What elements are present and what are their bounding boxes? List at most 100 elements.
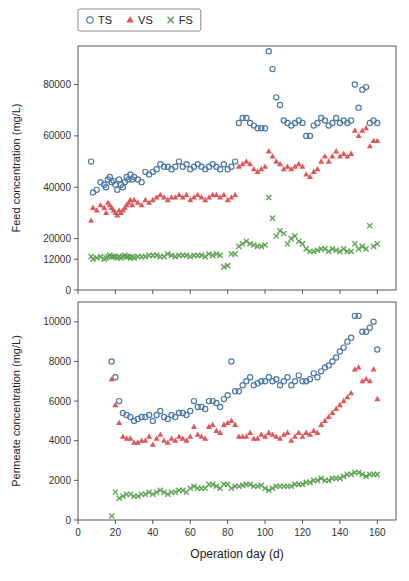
point [117, 177, 122, 182]
y-tick [74, 401, 78, 402]
point [315, 375, 320, 380]
point [129, 202, 135, 207]
point [258, 432, 264, 437]
point [367, 143, 373, 148]
point [146, 412, 151, 417]
point [300, 120, 305, 125]
series [109, 364, 381, 447]
point [157, 192, 163, 197]
point [188, 408, 193, 413]
y-tick-label: 0 [65, 285, 71, 296]
x-tick [302, 520, 303, 524]
y-tick [74, 187, 78, 188]
point [363, 84, 368, 89]
plot: 0204060801001201401600200040006000800010… [10, 302, 396, 561]
point [367, 223, 372, 228]
point [270, 153, 276, 158]
point [300, 241, 305, 246]
point [157, 432, 163, 437]
point [154, 167, 159, 172]
point [274, 95, 279, 100]
point [371, 366, 377, 371]
point [326, 158, 332, 163]
plot-frame [78, 302, 396, 520]
point [303, 171, 309, 176]
point [270, 215, 275, 220]
y-tick [74, 259, 78, 260]
point [371, 319, 376, 324]
legend-label: VS [138, 14, 153, 26]
point [270, 432, 276, 437]
y-tick-label: 4000 [49, 435, 72, 446]
point [375, 241, 380, 246]
y-tick-label: 6000 [49, 396, 72, 407]
point [341, 151, 347, 156]
point [213, 192, 219, 197]
point [218, 167, 223, 172]
y-tick-label: 0 [65, 515, 71, 526]
point [296, 373, 301, 378]
y-axis-label: Feed concentration (mg/L) [10, 103, 22, 232]
point [277, 102, 282, 107]
point [221, 162, 226, 167]
point [375, 347, 380, 352]
point [184, 162, 189, 167]
point [334, 355, 339, 360]
point [191, 398, 196, 403]
point [135, 199, 141, 204]
legend: TSVSFS [78, 9, 201, 31]
point [195, 432, 201, 437]
point [94, 187, 99, 192]
point [103, 185, 108, 190]
y-tick [74, 135, 78, 136]
point [262, 126, 267, 131]
point [127, 435, 133, 440]
point [109, 513, 114, 518]
point [88, 159, 93, 164]
point [363, 246, 368, 251]
point [117, 398, 122, 403]
x-tick-label: 160 [369, 527, 386, 538]
series [88, 125, 380, 223]
point [161, 437, 167, 442]
point [266, 430, 272, 435]
point [94, 207, 100, 212]
point [314, 166, 320, 171]
points [88, 49, 380, 270]
x-tick [190, 520, 191, 524]
point [334, 115, 339, 120]
x-tick [115, 290, 116, 294]
point [213, 428, 219, 433]
y-tick [74, 361, 78, 362]
points [109, 313, 381, 518]
point [120, 434, 126, 439]
x-tick [78, 290, 79, 294]
point [233, 159, 238, 164]
point [277, 161, 283, 166]
x-axis-label: Operation day (d) [190, 547, 283, 561]
x-tick [152, 290, 153, 294]
point [115, 187, 120, 192]
legend-frame [78, 9, 201, 31]
x-tick-label: 60 [185, 527, 197, 538]
point [158, 408, 163, 413]
point [356, 364, 362, 369]
point [236, 120, 241, 125]
point [109, 376, 115, 381]
point [232, 422, 238, 427]
point [229, 359, 234, 364]
point [184, 192, 190, 197]
y-tick-label: 2000 [49, 475, 72, 486]
point [228, 418, 234, 423]
point [348, 390, 354, 395]
x-tick [227, 290, 228, 294]
point [296, 430, 302, 435]
point [225, 263, 230, 268]
x-tick-label: 0 [75, 527, 81, 538]
plot-frame [78, 46, 396, 290]
point [367, 378, 373, 383]
x-tick-label: 20 [110, 527, 122, 538]
point [285, 430, 291, 435]
point [229, 164, 234, 169]
y-tick [74, 238, 78, 239]
